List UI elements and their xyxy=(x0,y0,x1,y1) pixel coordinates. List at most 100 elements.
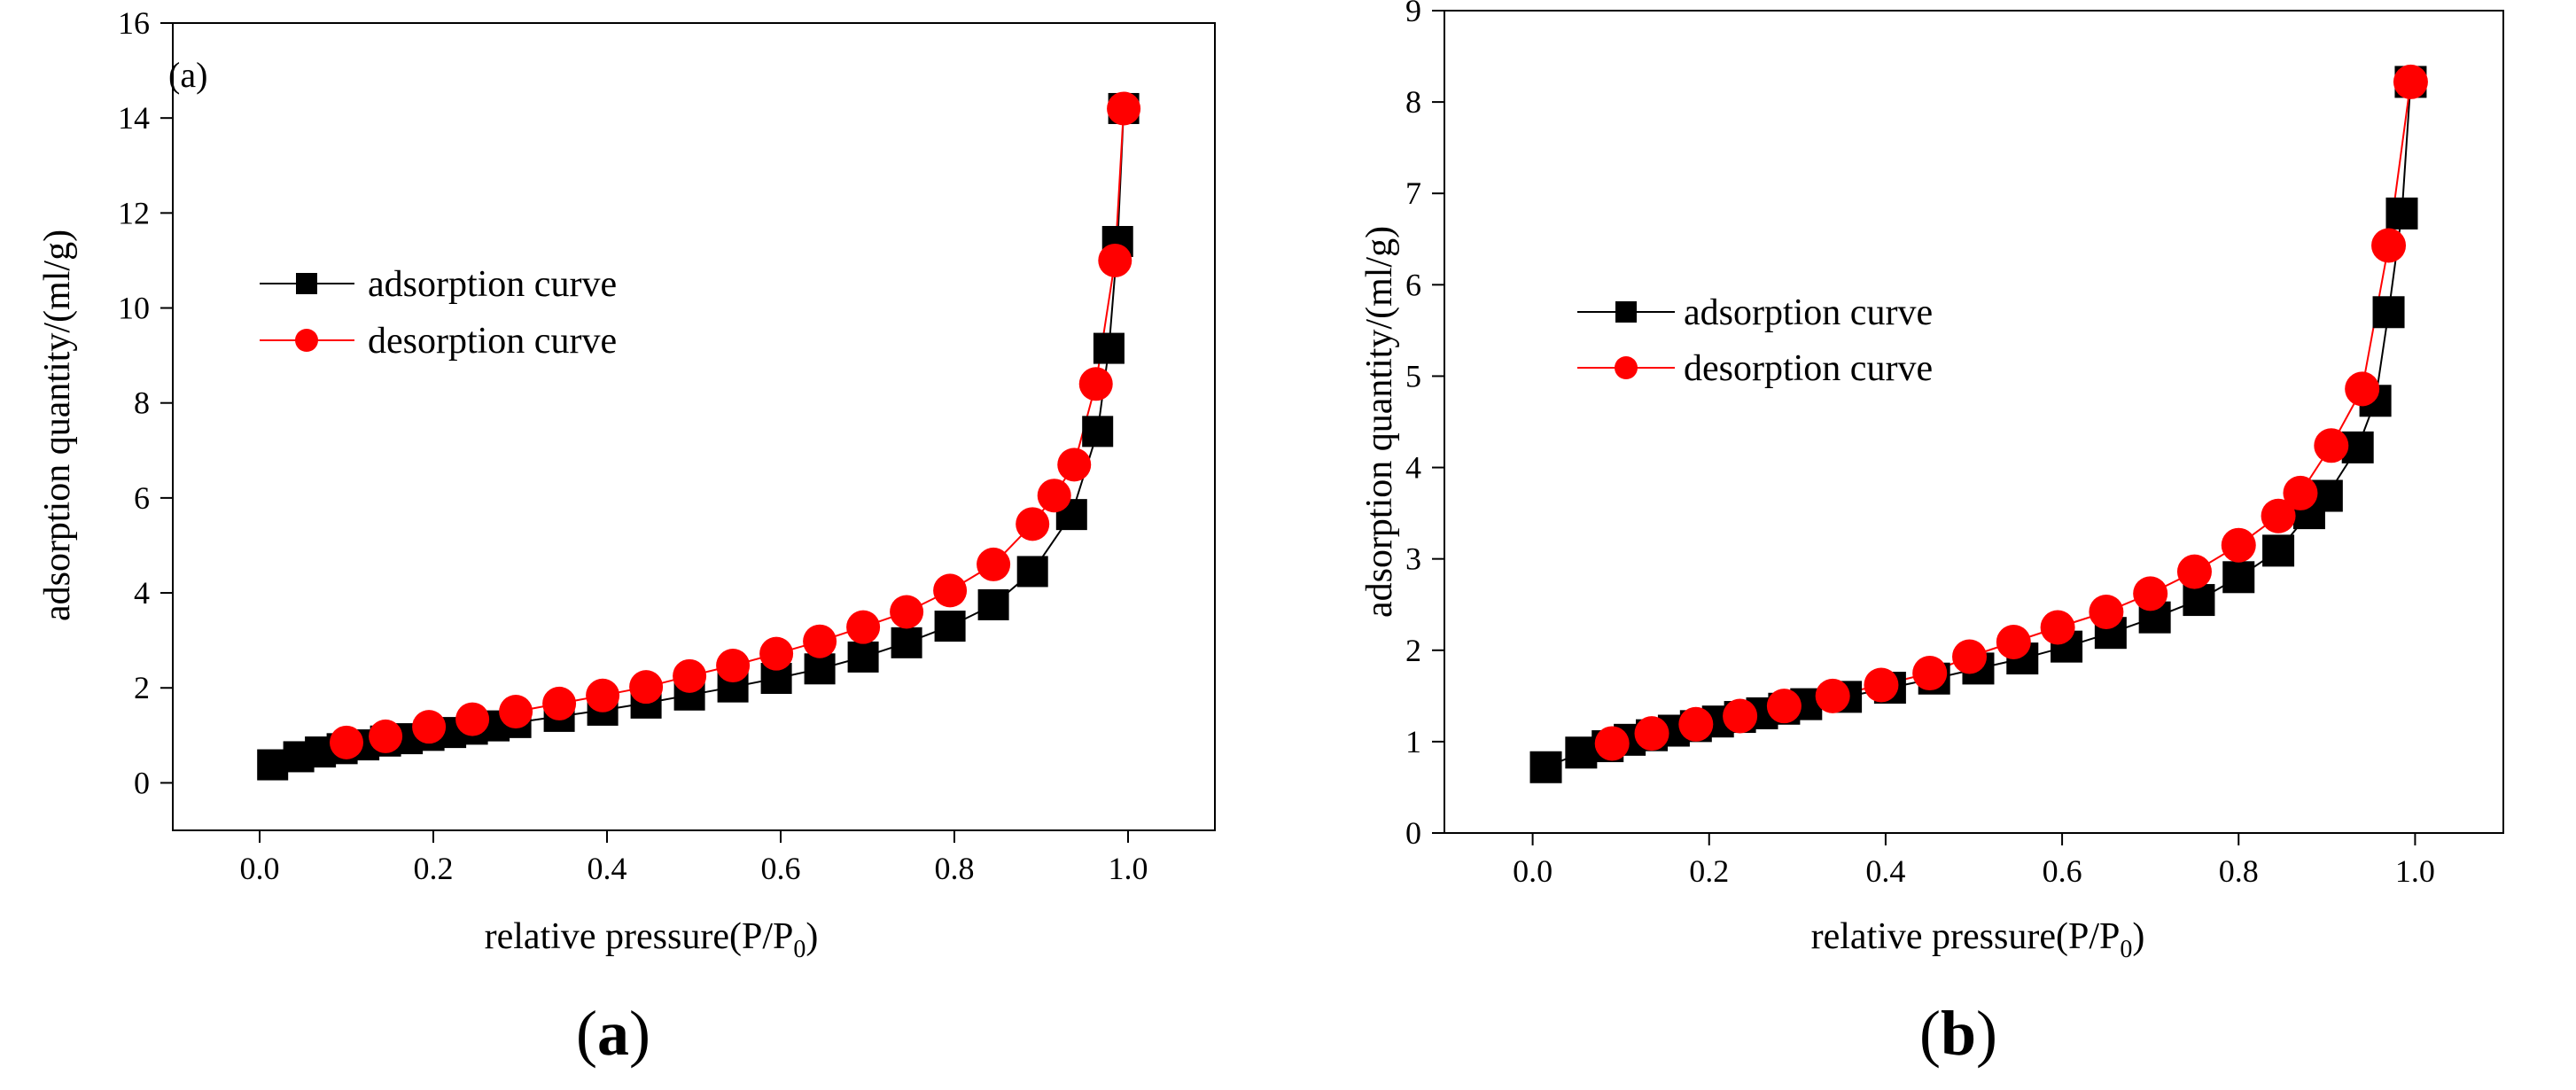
y-tick-label: 0 xyxy=(1405,815,1421,851)
chart-b-markers xyxy=(1529,64,2428,783)
x-tick-label: 0.0 xyxy=(1513,853,1553,889)
adsorption-curve-point xyxy=(1016,556,1048,588)
chart-a-legend: adsorption curve desorption curve xyxy=(260,264,617,362)
adsorption-curve-point xyxy=(2183,584,2215,617)
adsorption-curve-point xyxy=(2262,534,2295,567)
x-tick-label: 0.6 xyxy=(761,851,801,886)
desorption-curve-point xyxy=(542,686,577,720)
y-tick-label: 10 xyxy=(118,291,150,326)
y-tick-label: 5 xyxy=(1405,358,1421,393)
desorption-curve-point xyxy=(2040,610,2075,645)
adsorption-curve-point xyxy=(934,611,966,642)
x-tick-label: 0.8 xyxy=(2219,853,2259,889)
chart-a-frame xyxy=(172,22,1216,831)
desorption-curve-point xyxy=(933,573,968,608)
chart-a-x-axis-label: relative pressure(P/P0) xyxy=(485,916,819,963)
chart-a-panel-tag: (a) xyxy=(168,55,207,95)
chart-a-ticks: 0.0 0.2 0.4 0.6 0.8 1.0 0 2 4 6 8 10 12 14 16 xyxy=(118,5,1148,886)
chart-b-legend-adsorption-marker xyxy=(1615,301,1637,323)
y-tick-label: 2 xyxy=(1405,633,1421,668)
desorption-curve-point xyxy=(1057,448,1092,482)
desorption-curve-point xyxy=(1037,479,1071,513)
adsorption-curve-point xyxy=(2385,197,2418,230)
y-tick-label: 9 xyxy=(1405,0,1421,28)
y-tick-label: 4 xyxy=(1405,450,1421,486)
chart-b-legend-desorption-label: desorption curve xyxy=(1684,348,1933,389)
desorption-curve-point xyxy=(2345,371,2380,407)
y-tick-label: 8 xyxy=(134,385,150,421)
chart-b-ticks: 0.0 0.2 0.4 0.6 0.8 1.0 0 1 2 3 4 5 6 7 8 9 xyxy=(1405,0,2435,889)
x-tick-label: 1.0 xyxy=(2395,853,2435,889)
desorption-curve-point xyxy=(1098,243,1132,277)
desorption-curve-point xyxy=(629,670,664,705)
desorption-curve-point xyxy=(890,595,924,629)
desorption-curve-point xyxy=(759,636,794,671)
chart-a-y-axis-label: adsorption quantity/(ml/g) xyxy=(37,230,78,621)
desorption-curve-point xyxy=(1766,689,1802,724)
desorption-curve-point xyxy=(2283,475,2318,510)
adsorption-curve-point xyxy=(257,749,289,781)
x-tick-label: 0.6 xyxy=(2043,853,2082,889)
desorption-curve-point xyxy=(455,702,490,736)
desorption-curve-point xyxy=(1996,624,2031,659)
desorption-curve-point xyxy=(673,658,707,693)
chart-b-legend-adsorption-label: adsorption curve xyxy=(1684,292,1933,333)
x-tick-label: 0.0 xyxy=(240,851,280,886)
adsorption-curve-point xyxy=(977,588,1009,620)
desorption-curve-point xyxy=(1912,656,1948,691)
y-tick-label: 12 xyxy=(118,195,150,230)
desorption-curve-point xyxy=(1864,667,1899,703)
y-tick-label: 16 xyxy=(118,5,150,41)
y-tick-label: 6 xyxy=(1405,267,1421,302)
x-tick-label: 0.4 xyxy=(588,851,627,886)
y-tick-label: 7 xyxy=(1405,175,1421,211)
chart-a-legend-desorption-label: desorption curve xyxy=(368,321,617,362)
desorption-curve-point xyxy=(803,624,837,658)
y-tick-label: 6 xyxy=(134,480,150,516)
desorption-curve-point xyxy=(369,719,403,753)
desorption-curve-point xyxy=(716,649,751,683)
chart-b-legend-desorption-marker xyxy=(1615,356,1638,379)
desorption-curve-point xyxy=(2393,64,2428,99)
desorption-curve-point xyxy=(2176,554,2212,589)
adsorption-curve-point xyxy=(2372,296,2405,329)
chart-b-frame xyxy=(1444,10,2504,834)
desorption-curve-point xyxy=(2221,527,2256,563)
y-tick-label: 3 xyxy=(1405,541,1421,577)
desorption-curve-point xyxy=(2314,428,2349,463)
desorption-curve-point xyxy=(2089,594,2124,629)
desorption-curve-point xyxy=(1952,639,1988,674)
desorption-curve-point xyxy=(1634,716,1669,751)
chart-b-x-axis-label: relative pressure(P/P0) xyxy=(1811,916,2145,963)
desorption-curve-point xyxy=(1815,678,1850,713)
x-tick-label: 0.8 xyxy=(935,851,975,886)
desorption-curve-point xyxy=(330,725,363,759)
desorption-curve-line xyxy=(346,108,1125,744)
y-tick-label: 4 xyxy=(134,575,150,611)
panel-label-a: (a) xyxy=(576,998,650,1069)
desorption-curve-point xyxy=(977,547,1011,581)
desorption-curve-point xyxy=(412,710,447,744)
adsorption-curve-point xyxy=(1093,332,1125,364)
x-tick-label: 0.2 xyxy=(1689,853,1729,889)
y-tick-label: 8 xyxy=(1405,84,1421,120)
adsorption-curve-point xyxy=(2222,561,2255,594)
desorption-curve-point xyxy=(1107,91,1141,126)
chart-a-markers xyxy=(257,91,1141,781)
chart-a: 0.0 0.2 0.4 0.6 0.8 1.0 0 2 4 6 8 10 12 14 16 (a) adso… xyxy=(37,5,1216,1069)
chart-b-y-axis-label: adsorption quantity/(ml/g) xyxy=(1359,226,1400,618)
adsorption-curve-point xyxy=(1082,416,1114,448)
desorption-curve-point xyxy=(1678,706,1714,742)
x-tick-label: 0.4 xyxy=(1865,853,1905,889)
panel-label-b: (b) xyxy=(1919,998,1997,1069)
desorption-curve-point xyxy=(2133,576,2168,611)
chart-b: 0.0 0.2 0.4 0.6 0.8 1.0 0 1 2 3 4 5 6 7 8 9 adsorption … xyxy=(1359,0,2504,1069)
desorption-curve-point xyxy=(586,678,620,712)
adsorption-curve-point xyxy=(847,641,879,673)
y-tick-label: 14 xyxy=(118,100,150,136)
desorption-curve-point xyxy=(2371,228,2407,263)
desorption-curve-point xyxy=(499,695,533,729)
chart-b-legend: adsorption curve desorption curve xyxy=(1577,292,1933,389)
desorption-curve-point xyxy=(1016,507,1050,541)
